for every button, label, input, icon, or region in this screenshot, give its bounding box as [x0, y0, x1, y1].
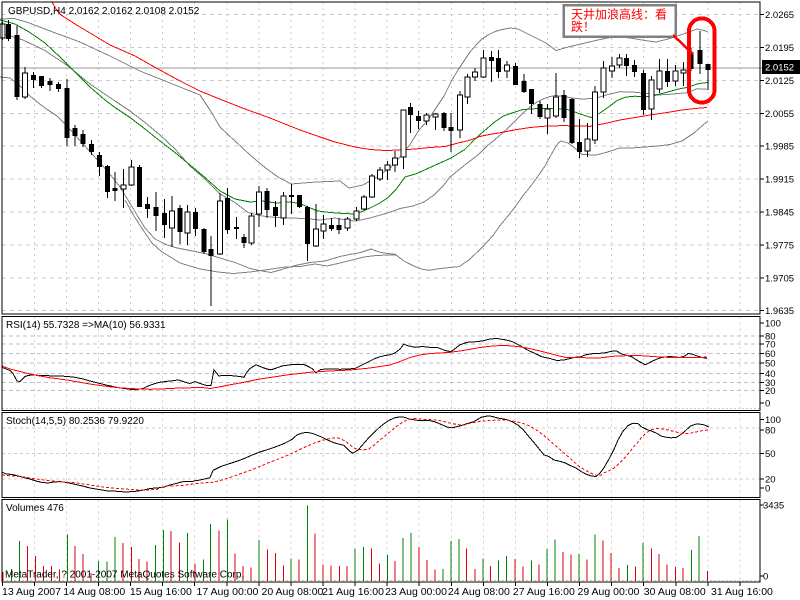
svg-text:GBPUSD,H4 2.0162 2.0162 2.0108: GBPUSD,H4 2.0162 2.0162 2.0108 2.0152 [8, 6, 200, 17]
svg-text:天井加浪高线：看: 天井加浪高线：看 [571, 7, 667, 22]
svg-text:70: 70 [765, 339, 776, 350]
svg-text:2.0055: 2.0055 [765, 109, 794, 120]
svg-text:31 Aug 16:00: 31 Aug 16:00 [711, 586, 773, 598]
svg-text:0: 0 [765, 484, 770, 495]
svg-text:40: 40 [765, 369, 776, 380]
svg-text:50: 50 [765, 359, 776, 370]
svg-text:RSI(14) 55.7328 =>MA(10) 56.9: RSI(14) 55.7328 =>MA(10) 56.9331 [6, 320, 166, 331]
svg-text:21 Aug 16:00: 21 Aug 16:00 [322, 586, 384, 598]
svg-text:1.9705: 1.9705 [765, 273, 794, 284]
svg-text:29 Aug 00:00: 29 Aug 00:00 [578, 586, 640, 598]
svg-text:80: 80 [765, 426, 776, 437]
svg-text:2.0195: 2.0195 [765, 43, 794, 54]
svg-text:1.9915: 1.9915 [765, 175, 794, 186]
svg-text:13 Aug 2007: 13 Aug 2007 [2, 586, 61, 598]
svg-text:1.9775: 1.9775 [765, 240, 794, 251]
svg-text:2.0152: 2.0152 [765, 63, 794, 74]
svg-text:2.0125: 2.0125 [765, 76, 794, 87]
svg-text:20 Aug 08:00: 20 Aug 08:00 [262, 586, 324, 598]
svg-text:2.0265: 2.0265 [765, 10, 794, 21]
svg-text:0: 0 [765, 399, 770, 410]
svg-text:17 Aug 00:00: 17 Aug 00:00 [197, 586, 259, 598]
svg-text:27 Aug 16:00: 27 Aug 16:00 [513, 586, 575, 598]
svg-text:20: 20 [765, 386, 776, 397]
svg-text:100: 100 [765, 415, 781, 426]
svg-text:24 Aug 08:00: 24 Aug 08:00 [448, 586, 510, 598]
svg-text:50: 50 [765, 449, 776, 460]
svg-text:30: 30 [765, 378, 776, 389]
svg-text:0: 0 [763, 572, 768, 583]
svg-text:1.9985: 1.9985 [765, 142, 794, 153]
svg-text:14 Aug 08:00: 14 Aug 08:00 [63, 586, 125, 598]
svg-text:80: 80 [765, 332, 776, 343]
svg-text:MetaTrader, ? 2001-2007 MetaQu: MetaTrader, ? 2001-2007 MetaQuotes Softw… [5, 570, 244, 581]
svg-text:1.9845: 1.9845 [765, 208, 794, 219]
svg-text:100: 100 [765, 319, 781, 330]
svg-text:23 Aug 00:00: 23 Aug 00:00 [385, 586, 447, 598]
svg-text:Volumes 476: Volumes 476 [6, 503, 64, 514]
svg-text:1.9635: 1.9635 [765, 306, 794, 317]
svg-text:30 Aug 08:00: 30 Aug 08:00 [644, 586, 706, 598]
svg-text:Stoch(14,5,5) 80.2536 79.9220: Stoch(14,5,5) 80.2536 79.9220 [6, 416, 144, 427]
svg-text:60: 60 [765, 349, 776, 360]
svg-text:3435: 3435 [763, 501, 784, 512]
svg-text:跌！: 跌！ [571, 19, 595, 34]
svg-text:15 Aug 16:00: 15 Aug 16:00 [130, 586, 192, 598]
svg-text:20: 20 [765, 475, 776, 486]
